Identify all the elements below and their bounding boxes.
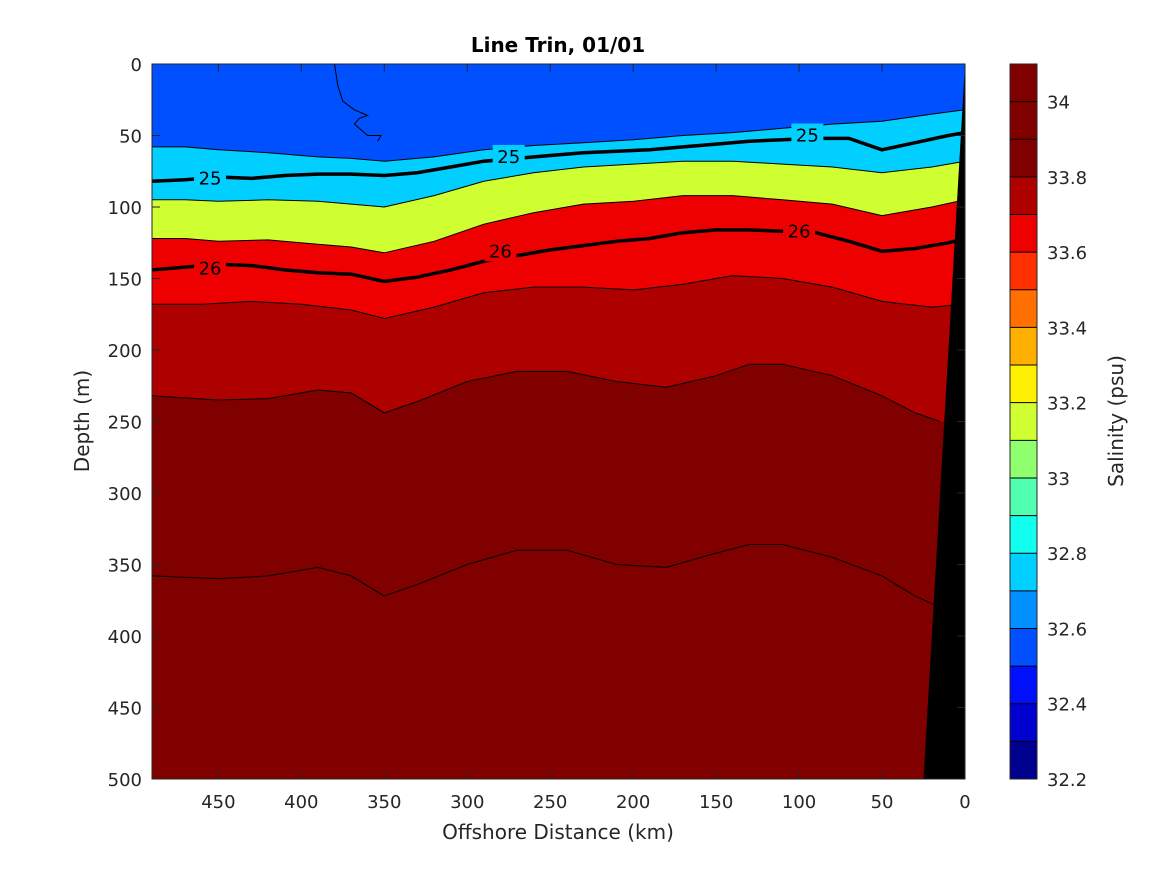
chart-title: Line Trin, 01/01 [471,33,645,57]
x-tick-label: 100 [782,792,816,813]
density-contour-label: 26 [199,258,222,279]
colorbar-tick-label: 33.4 [1047,318,1087,339]
land-mask-shape [923,64,965,779]
colorbar-segment [1010,64,1037,177]
colorbar-frame [1009,63,1038,780]
y-tick-label: 300 [108,484,142,505]
y-tick-label: 50 [119,127,142,148]
y-axis-label: Depth (m) [70,370,94,472]
x-tick-label: 0 [959,792,970,813]
y-tick-label: 200 [108,341,142,362]
density-contour-label: 25 [796,126,819,147]
salinity-filled-contours [152,64,965,779]
density-contours: 25 25 25 26 26 26 [152,123,965,284]
density-contour-label-bg [783,219,816,242]
colorbar-tick-label: 32.2 [1047,770,1087,791]
colorbar-tick-label: 32.4 [1047,695,1087,716]
colorbar-segment [1010,289,1037,328]
salinity-isoline [152,160,965,208]
colorbar-segment [1010,515,1037,554]
x-tick-label: 350 [367,792,401,813]
y-tick-label: 350 [108,556,142,577]
salinity-isoline [334,64,382,142]
colorbar-tick-label: 32.6 [1047,619,1087,640]
colorbar: 34 33.8 33.6 33.4 33.2 33 32.8 32.6 32.4 32.2 [1010,63,1087,791]
x-tick-label: 300 [450,792,484,813]
density-contour-label-bg [791,123,824,146]
colorbar-tick-label: 34 [1047,93,1070,114]
colorbar-segment [1010,477,1037,516]
y-tick-label: 0 [131,55,142,76]
y-tick-label: 250 [108,413,142,434]
y-tick-label: 100 [108,198,142,219]
density-contour-label-bg [492,144,525,167]
density-contour-line [152,130,965,184]
colorbar-segment [1010,402,1037,441]
colorbar-tick-label: 33.8 [1047,168,1087,189]
colorbar-segment [1010,666,1037,704]
y-tick-label: 450 [108,699,142,720]
density-contour-label: 26 [788,221,811,242]
y-tick-label: 150 [108,270,142,291]
y-tick-label: 400 [108,627,142,648]
salinity-isoline [152,109,965,162]
salinity-isoline [152,544,941,608]
colorbar-segment [1010,365,1037,403]
colorbar-segment [1010,440,1037,478]
y-tick-label: 500 [108,770,142,791]
colorbar-segment [1010,327,1037,366]
colorbar-segment [1010,214,1037,253]
x-tick-label: 150 [699,792,733,813]
colorbar-segment [1010,176,1037,215]
density-contour-label: 26 [489,241,512,262]
colorbar-tick-label: 33.6 [1047,243,1087,264]
y-axis-ticks: 0 50 100 150 200 250 300 350 400 450 500 [108,55,965,791]
x-tick-label: 450 [201,792,235,813]
colorbar-segment [1010,252,1037,290]
x-tick-label: 250 [533,792,567,813]
density-contour-label: 25 [497,147,520,168]
x-tick-label: 400 [284,792,318,813]
colorbar-segment [1010,628,1037,667]
colorbar-tick-label: 33 [1047,469,1070,490]
x-axis-ticks: 450 400 350 300 250 200 150 100 50 0 [201,64,971,813]
colorbar-segment [1010,741,1037,779]
land-mask [923,64,965,779]
colorbar-segment [1010,590,1037,629]
salinity-isolines [152,64,965,608]
density-contour-label-bg [484,239,517,262]
x-axis-label: Offshore Distance (km) [442,820,674,844]
salinity-isoline [152,363,941,422]
x-tick-label: 200 [616,792,650,813]
salinity-isoline [152,275,965,320]
salinity-band [152,544,965,779]
colorbar-segment [1010,553,1037,591]
colorbar-tick-label: 33.2 [1047,394,1087,415]
x-tick-label: 50 [871,792,894,813]
colorbar-segment [1010,703,1037,742]
colorbar-tick-label: 32.8 [1047,544,1087,565]
salinity-isoline [152,195,965,254]
density-contour-line [152,228,965,284]
density-contour-label: 25 [199,168,222,189]
density-contour-label-bg [194,256,227,279]
colorbar-label: Salinity (psu) [1104,355,1128,487]
density-contour-label-bg [194,166,227,189]
